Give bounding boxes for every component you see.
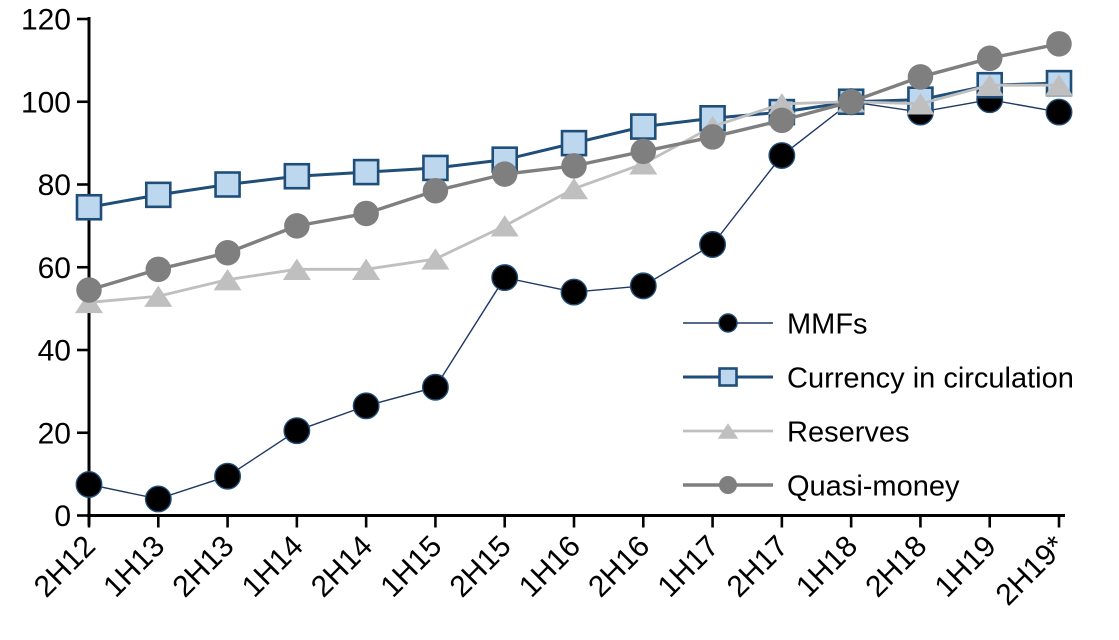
legend-label-reserves: Reserves [787,417,910,449]
x-tick-label: 1H14 [236,530,310,604]
series-marker-reserves [717,423,739,439]
series-mmfs [75,86,1073,513]
y-tick-label: 80 [38,169,71,202]
x-tick-label: 2H15 [444,530,518,604]
y-tick-label: 100 [21,86,71,119]
series-marker-quasi-money [422,177,449,204]
series-marker-mmfs [560,278,588,306]
series-marker-mmfs [214,462,242,490]
series-marker-mmfs [629,272,657,300]
y-tick-label: 40 [38,335,71,368]
series-marker-quasi-money [838,89,864,115]
series-marker-quasi-money [145,256,172,283]
series-marker-currency-in-circulation [283,162,311,190]
series-marker-currency-in-circulation [422,154,449,182]
x-tick-label: 2H17 [721,530,795,604]
y-tick-label: 20 [38,417,71,450]
x-tick-label: 2H13 [166,530,240,604]
series-marker-quasi-money [214,240,241,266]
legend-item-currency-in-circulation: Currency in circulation [683,363,1074,395]
x-tick-label: 2H19* [990,529,1073,612]
legend-label-mmfs: MMFs [787,309,868,341]
series-marker-mmfs [491,264,519,292]
series-marker-quasi-money [284,213,310,239]
legend-label-currency-in-circulation: Currency in circulation [787,363,1074,395]
series-marker-reserves [1044,74,1074,96]
series-marker-mmfs [718,313,738,333]
x-tick-label: 1H13 [97,530,171,604]
series-marker-currency-in-circulation [144,181,172,209]
series-marker-mmfs [283,417,311,445]
series-marker-quasi-money [561,153,587,179]
series-marker-mmfs [144,485,172,513]
series-marker-reserves [144,285,173,307]
series-marker-quasi-money [353,200,379,227]
series-marker-quasi-money [1046,31,1072,57]
legend-label-quasi-money: Quasi-money [787,471,960,503]
series-marker-currency-in-circulation [629,113,657,140]
legend-item-quasi-money: Quasi-money [683,471,960,503]
series-marker-quasi-money [769,107,795,134]
series-marker-quasi-money [719,476,737,494]
series-marker-mmfs [421,373,449,401]
series-marker-reserves [767,93,796,115]
series-marker-reserves [975,74,1004,96]
series-marker-quasi-money [976,45,1003,72]
legend-item-reserves: Reserves [683,417,910,449]
x-tick-label: 1H17 [651,530,725,604]
x-tick-label: 1H16 [513,530,587,604]
series-marker-currency-in-circulation [75,193,103,221]
x-tick-label: 1H15 [374,530,448,604]
x-tick-label: 2H18 [859,530,933,604]
series-marker-currency-in-circulation [560,129,588,157]
series-marker-reserves [282,258,311,280]
series-marker-quasi-money [76,277,102,303]
series-marker-currency-in-circulation [352,158,380,186]
series-marker-mmfs [352,392,380,420]
x-tick-label: 1H18 [790,530,864,604]
series-marker-quasi-money [491,161,518,187]
series-marker-quasi-money [699,124,726,150]
y-tick-label: 0 [54,500,71,533]
x-tick-label: 2H16 [582,530,656,604]
series-marker-mmfs [1045,98,1073,126]
series-marker-reserves [213,269,242,291]
series-marker-reserves [559,177,589,200]
x-tick-label: 2H14 [305,530,379,604]
legend: MMFs Currency in circulation Reserves Quasi… [683,309,1074,503]
series-quasi-money [76,31,1072,303]
series-marker-quasi-money [907,64,934,90]
series-marker-mmfs [75,471,103,498]
y-tick-label: 60 [38,252,71,285]
series-marker-reserves [906,93,935,115]
series-marker-reserves [352,258,381,280]
x-tick-label: 2H12 [28,530,102,604]
series-marker-mmfs [699,231,727,258]
series-marker-currency-in-circulation [718,367,738,387]
series-marker-mmfs [768,142,796,169]
legend-item-mmfs: MMFs [683,309,868,341]
series-marker-currency-in-circulation [214,171,241,198]
series-marker-quasi-money [630,138,657,165]
series-marker-reserves [490,215,519,237]
y-tick-label: 120 [21,4,71,37]
x-tick-label: 1H19 [929,530,1003,604]
series-marker-reserves [421,248,450,270]
